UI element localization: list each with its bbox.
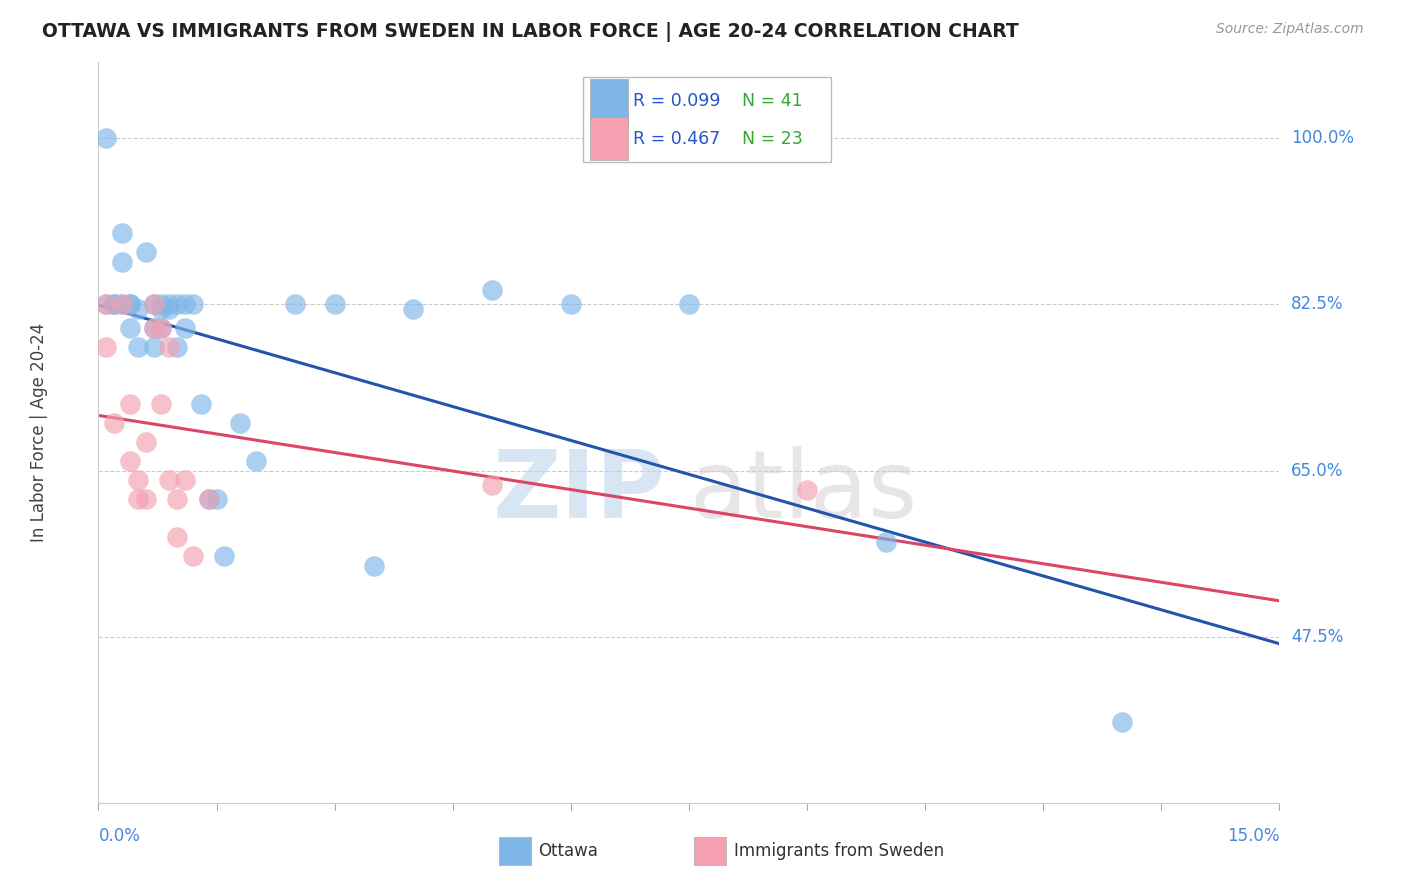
Text: In Labor Force | Age 20-24: In Labor Force | Age 20-24 bbox=[31, 323, 48, 542]
FancyBboxPatch shape bbox=[693, 838, 725, 864]
Point bbox=[678, 297, 700, 311]
Text: Immigrants from Sweden: Immigrants from Sweden bbox=[734, 842, 943, 860]
Text: 100.0%: 100.0% bbox=[1291, 129, 1354, 147]
Point bbox=[229, 416, 252, 430]
Point bbox=[197, 491, 219, 506]
Point bbox=[1111, 715, 1133, 730]
Point bbox=[205, 491, 228, 506]
Point bbox=[323, 297, 346, 311]
Text: 15.0%: 15.0% bbox=[1227, 827, 1279, 845]
Point bbox=[875, 534, 897, 549]
Text: Ottawa: Ottawa bbox=[537, 842, 598, 860]
Point bbox=[127, 473, 149, 487]
Point bbox=[127, 491, 149, 506]
Text: 65.0%: 65.0% bbox=[1291, 461, 1344, 480]
Point bbox=[174, 473, 197, 487]
Point bbox=[481, 283, 503, 297]
Point bbox=[150, 321, 173, 335]
Point bbox=[127, 302, 149, 317]
Text: 47.5%: 47.5% bbox=[1291, 628, 1344, 646]
Point bbox=[118, 454, 141, 468]
Point bbox=[111, 227, 134, 241]
Text: OTTAWA VS IMMIGRANTS FROM SWEDEN IN LABOR FORCE | AGE 20-24 CORRELATION CHART: OTTAWA VS IMMIGRANTS FROM SWEDEN IN LABO… bbox=[42, 22, 1019, 42]
Point bbox=[166, 340, 188, 354]
Point bbox=[174, 297, 197, 311]
Point bbox=[142, 297, 165, 311]
Point bbox=[96, 340, 118, 354]
Point bbox=[166, 297, 188, 311]
Point bbox=[157, 340, 180, 354]
Text: N = 23: N = 23 bbox=[742, 129, 803, 147]
Point bbox=[560, 297, 582, 311]
Text: N = 41: N = 41 bbox=[742, 92, 803, 110]
Text: R = 0.099: R = 0.099 bbox=[634, 92, 721, 110]
Point bbox=[402, 302, 425, 317]
Text: atlas: atlas bbox=[689, 446, 917, 538]
Point bbox=[135, 491, 157, 506]
Point bbox=[118, 297, 141, 311]
Point bbox=[127, 340, 149, 354]
Point bbox=[181, 549, 204, 563]
Point bbox=[181, 297, 204, 311]
FancyBboxPatch shape bbox=[589, 117, 627, 161]
Point bbox=[103, 297, 125, 311]
Point bbox=[135, 435, 157, 450]
Point bbox=[111, 254, 134, 268]
Point bbox=[150, 321, 173, 335]
Text: R = 0.467: R = 0.467 bbox=[634, 129, 721, 147]
Point bbox=[190, 397, 212, 411]
FancyBboxPatch shape bbox=[499, 838, 530, 864]
Point bbox=[111, 297, 134, 311]
Point bbox=[214, 549, 236, 563]
Point bbox=[142, 321, 165, 335]
FancyBboxPatch shape bbox=[582, 78, 831, 162]
Text: 0.0%: 0.0% bbox=[98, 827, 141, 845]
Point bbox=[796, 483, 818, 497]
Point bbox=[118, 397, 141, 411]
Point bbox=[103, 297, 125, 311]
Point bbox=[157, 473, 180, 487]
Point bbox=[284, 297, 307, 311]
Point bbox=[103, 416, 125, 430]
Point bbox=[166, 530, 188, 544]
Point bbox=[118, 297, 141, 311]
Point bbox=[142, 340, 165, 354]
Point bbox=[150, 302, 173, 317]
Point bbox=[111, 297, 134, 311]
Text: 82.5%: 82.5% bbox=[1291, 295, 1344, 313]
Point bbox=[157, 302, 180, 317]
Point bbox=[157, 297, 180, 311]
Point bbox=[135, 245, 157, 260]
Point bbox=[481, 478, 503, 492]
FancyBboxPatch shape bbox=[589, 79, 627, 123]
Point bbox=[118, 321, 141, 335]
Point bbox=[166, 491, 188, 506]
Text: Source: ZipAtlas.com: Source: ZipAtlas.com bbox=[1216, 22, 1364, 37]
Point bbox=[174, 321, 197, 335]
Point bbox=[363, 558, 385, 573]
Point bbox=[150, 397, 173, 411]
Point bbox=[96, 131, 118, 145]
Point bbox=[197, 491, 219, 506]
Text: ZIP: ZIP bbox=[492, 446, 665, 538]
Point bbox=[245, 454, 267, 468]
Point bbox=[96, 297, 118, 311]
Point bbox=[142, 297, 165, 311]
Point bbox=[142, 321, 165, 335]
Point bbox=[150, 297, 173, 311]
Point bbox=[96, 297, 118, 311]
